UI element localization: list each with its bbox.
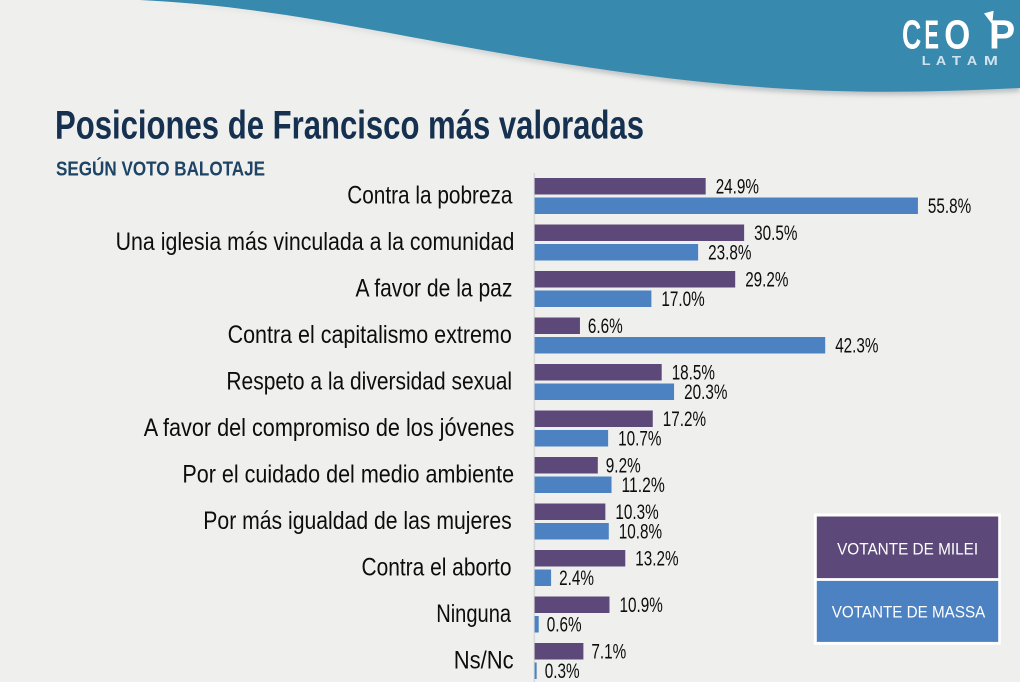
svg-text:A favor de la paz: A favor de la paz [356, 274, 513, 302]
svg-text:10.9%: 10.9% [620, 593, 663, 617]
svg-text:17.0%: 17.0% [661, 287, 704, 311]
svg-text:VOTANTE DE MASSA: VOTANTE DE MASSA [832, 602, 986, 621]
svg-text:M: M [984, 54, 998, 68]
svg-text:T: T [952, 54, 962, 68]
svg-text:SEGÚN VOTO BALOTAJE: SEGÚN VOTO BALOTAJE [56, 157, 265, 181]
svg-text:0.6%: 0.6% [547, 613, 582, 637]
svg-text:10.8%: 10.8% [619, 520, 662, 544]
svg-text:13.2%: 13.2% [635, 547, 678, 571]
svg-text:Ns/Nc: Ns/Nc [454, 646, 514, 674]
svg-text:10.7%: 10.7% [618, 427, 661, 451]
svg-text:Por más igualdad de las mujere: Por más igualdad de las mujeres [203, 507, 511, 535]
svg-text:2.4%: 2.4% [559, 566, 594, 590]
svg-text:17.2%: 17.2% [663, 407, 706, 431]
svg-text:18.5%: 18.5% [672, 361, 715, 385]
svg-text:6.6%: 6.6% [588, 314, 623, 338]
svg-text:Una iglesia más vinculada a la: Una iglesia más vinculada a la comunidad [116, 228, 515, 256]
svg-text:A: A [936, 54, 946, 68]
svg-text:9.2%: 9.2% [606, 454, 641, 478]
svg-text:7.1%: 7.1% [591, 640, 626, 664]
svg-text:E: E [924, 12, 939, 58]
svg-text:Respeto a la diversidad sexual: Respeto a la diversidad sexual [226, 367, 512, 395]
svg-text:P: P [989, 12, 1015, 58]
svg-text:L: L [922, 54, 931, 68]
svg-text:Contra la pobreza: Contra la pobreza [347, 181, 512, 209]
svg-text:Ninguna: Ninguna [436, 600, 511, 628]
svg-text:29.2%: 29.2% [745, 268, 788, 292]
svg-text:VOTANTE DE MILEI: VOTANTE DE MILEI [837, 540, 978, 559]
svg-text:A favor del compromiso de los: A favor del compromiso de los jóvenes [144, 414, 515, 442]
svg-text:0.3%: 0.3% [545, 659, 580, 682]
svg-text:Contra el capitalismo extremo: Contra el capitalismo extremo [228, 321, 512, 349]
svg-text:11.2%: 11.2% [622, 473, 665, 497]
svg-text:30.5%: 30.5% [754, 221, 797, 245]
svg-text:A: A [967, 54, 977, 68]
svg-text:Por el cuidado del medio ambie: Por el cuidado del medio ambiente [182, 460, 514, 488]
svg-text:55.8%: 55.8% [928, 194, 971, 218]
svg-text:Contra el aborto: Contra el aborto [362, 553, 512, 581]
svg-text:23.8%: 23.8% [708, 241, 751, 265]
svg-text:10.3%: 10.3% [615, 500, 658, 524]
svg-text:O: O [944, 12, 970, 58]
svg-text:20.3%: 20.3% [684, 380, 727, 404]
svg-text:24.9%: 24.9% [716, 175, 759, 199]
svg-text:Posiciones de Francisco más va: Posiciones de Francisco más valoradas [55, 104, 644, 148]
svg-text:42.3%: 42.3% [835, 334, 878, 358]
svg-text:C: C [902, 12, 921, 58]
